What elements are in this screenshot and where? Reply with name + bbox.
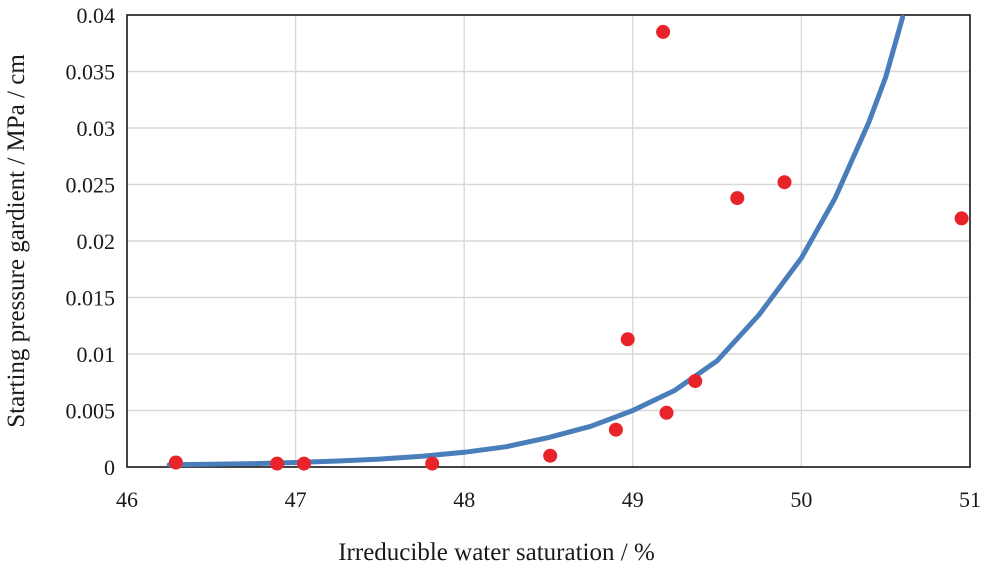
- x-tick-label: 47: [285, 487, 307, 512]
- data-point: [270, 456, 285, 471]
- x-axis-title: Irreducible water saturation / %: [338, 539, 655, 566]
- y-axis: 0 0.005 0.01 0.015 0.02 0.025 0.03 0.035 0.04: [66, 3, 116, 480]
- y-tick-label: 0.025: [66, 173, 116, 198]
- y-tick-label: 0.04: [77, 3, 116, 28]
- x-tick-label: 50: [790, 487, 812, 512]
- x-tick-label: 49: [622, 487, 644, 512]
- y-tick-label: 0.02: [77, 229, 116, 254]
- grid: [126, 14, 971, 468]
- points-layer: [168, 24, 969, 471]
- data-point: [954, 211, 969, 226]
- data-point: [656, 24, 671, 39]
- y-tick-label: 0.01: [77, 342, 116, 367]
- y-tick-label: 0.035: [66, 60, 116, 85]
- y-axis-title: Starting pressure gardient / MPa / cm: [3, 54, 30, 428]
- data-point: [620, 332, 635, 347]
- y-tick-label: 0.03: [77, 116, 116, 141]
- x-axis: 46 47 48 49 50 51: [116, 487, 981, 512]
- plot-frame: [126, 14, 971, 468]
- data-point: [777, 175, 792, 190]
- y-tick-label: 0: [104, 455, 115, 480]
- data-point: [297, 456, 311, 471]
- data-point: [425, 456, 440, 471]
- y-tick-label: 0.015: [66, 286, 116, 311]
- x-tick-label: 48: [453, 487, 475, 512]
- data-point: [543, 448, 558, 463]
- data-point: [730, 191, 745, 206]
- data-point: [608, 422, 623, 437]
- y-tick-label: 0.005: [66, 399, 116, 424]
- data-point: [688, 374, 703, 389]
- x-tick-label: 46: [116, 487, 138, 512]
- data-point: [168, 455, 183, 470]
- x-tick-label: 51: [959, 487, 981, 512]
- data-point: [659, 405, 674, 420]
